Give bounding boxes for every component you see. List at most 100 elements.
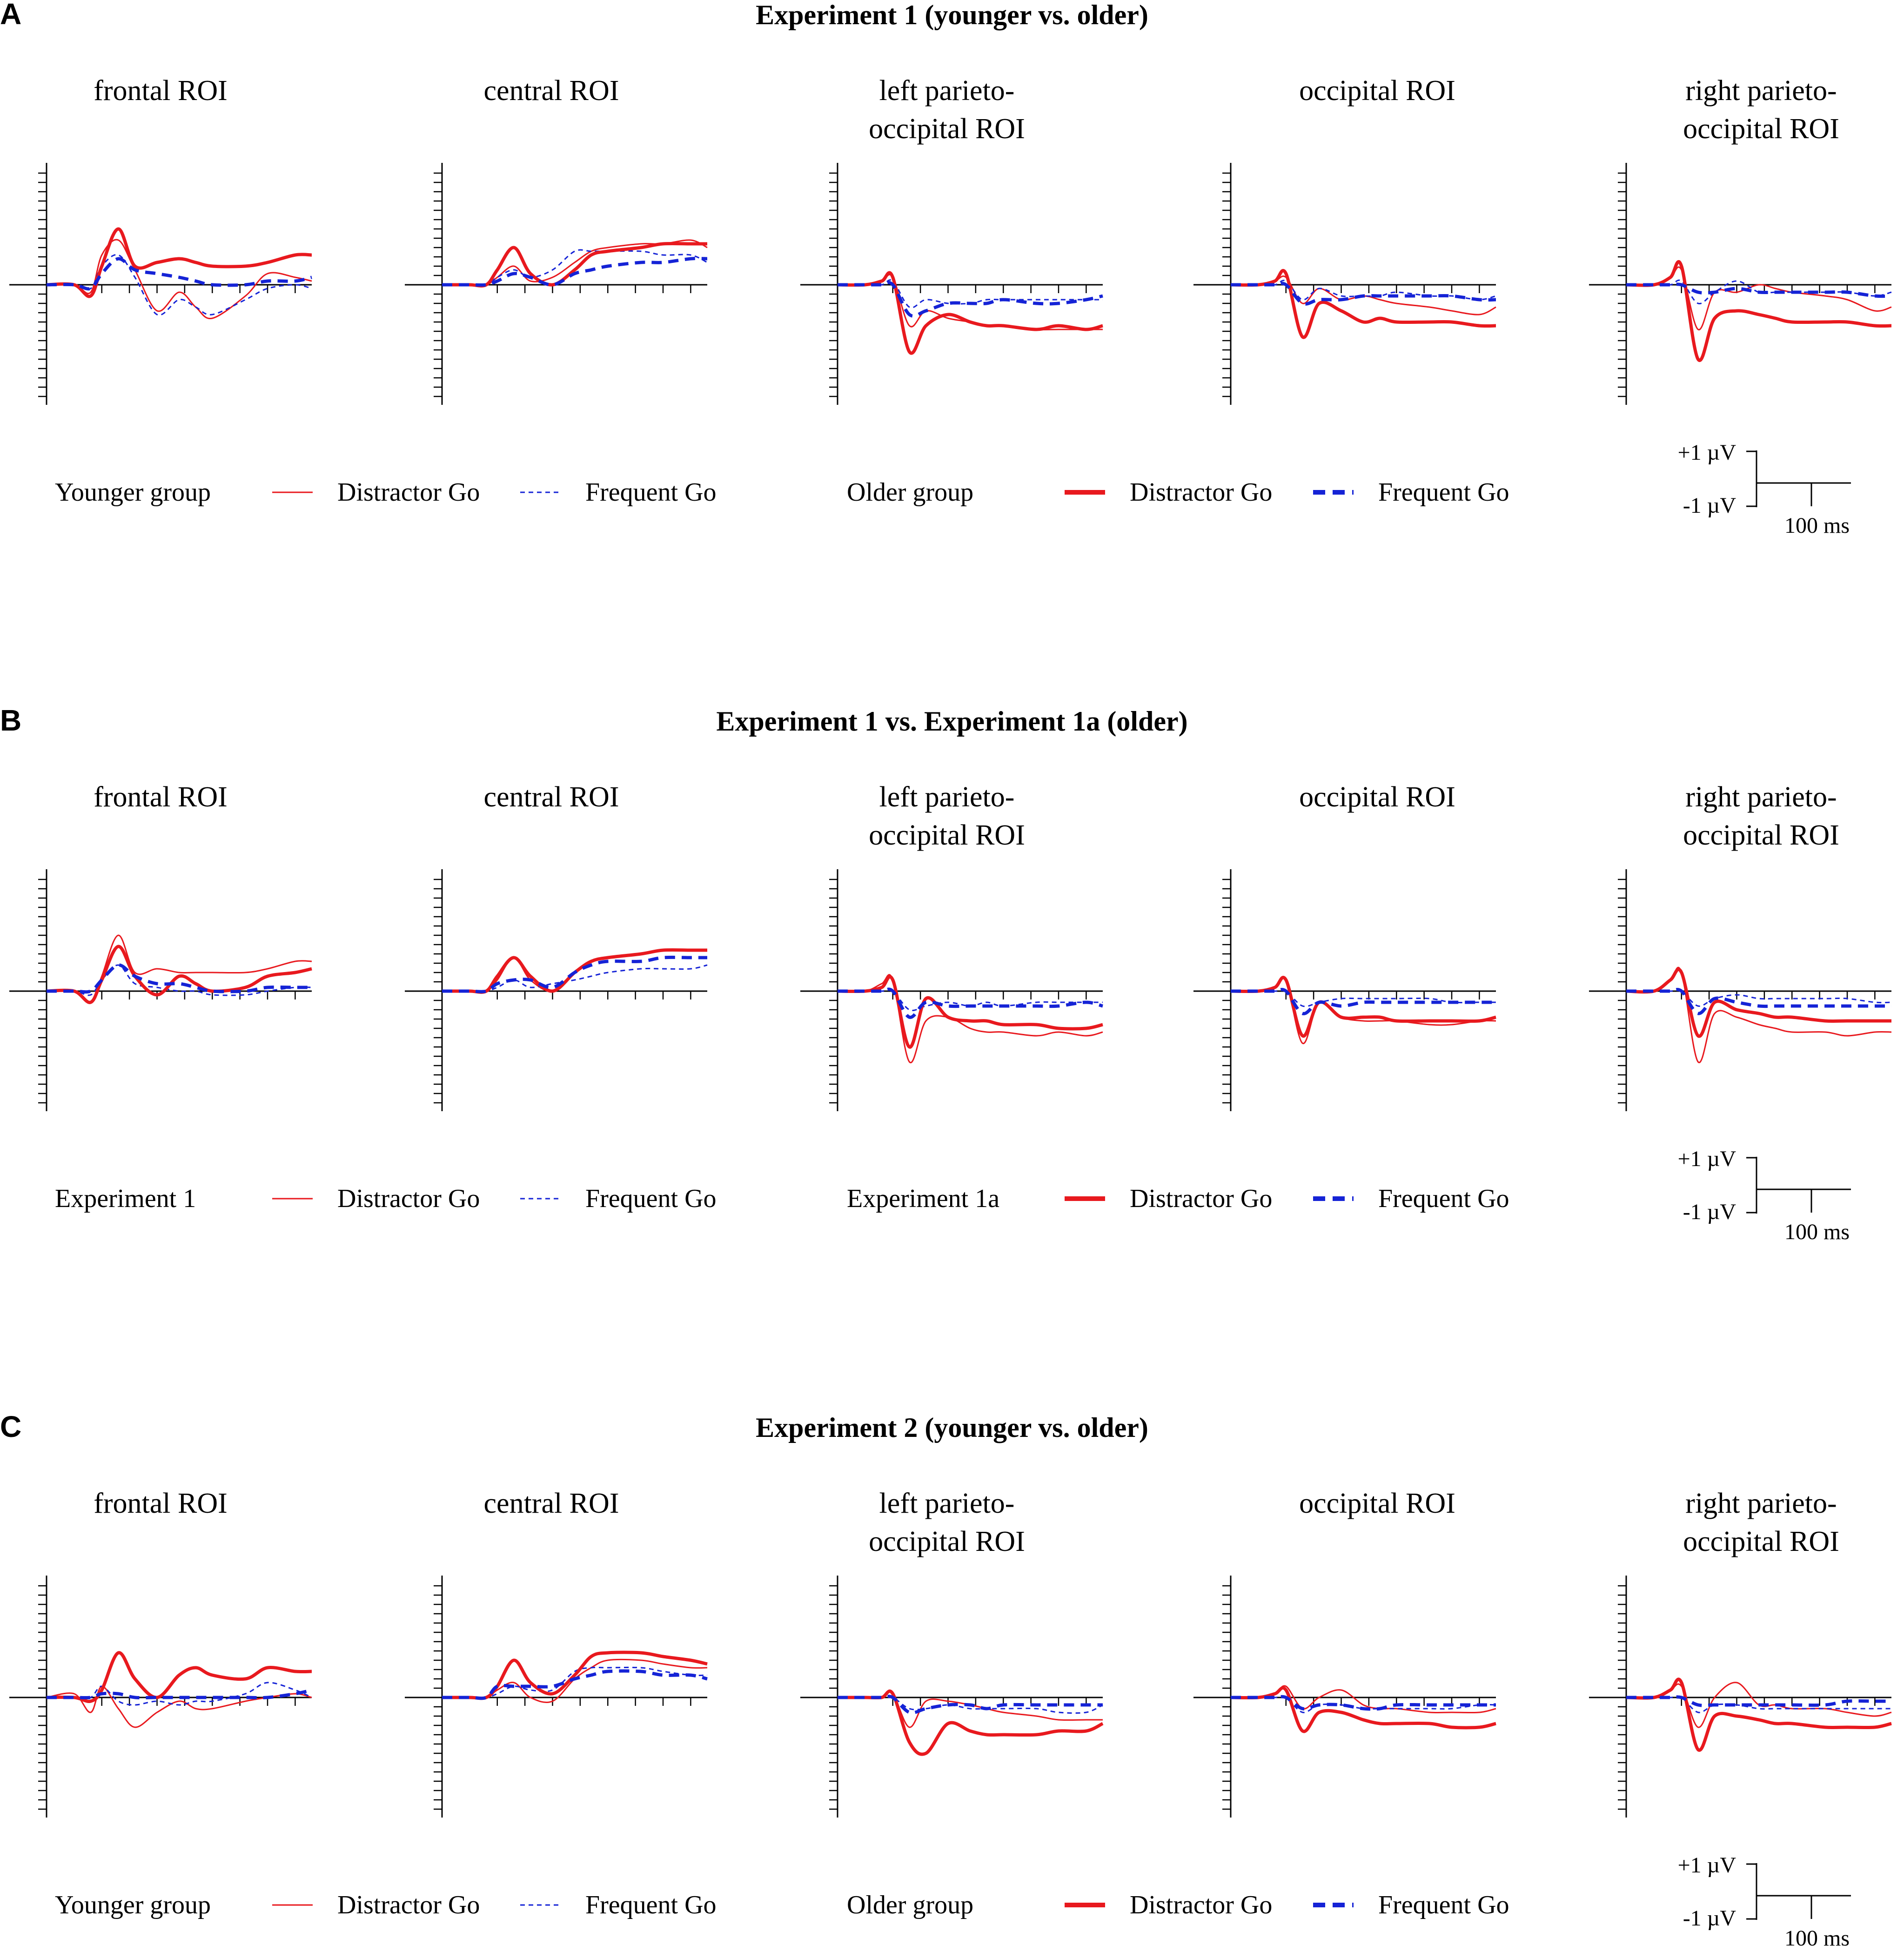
- legend-group-label: Experiment 1a: [847, 1184, 999, 1213]
- panel-title: Experiment 2 (younger vs. older): [756, 1412, 1148, 1443]
- series-line: [442, 239, 708, 286]
- roi-plot: occipital ROI: [1193, 1488, 1496, 1818]
- legend: Experiment 1 Distractor Go Frequent Go Expe…: [55, 1184, 1509, 1213]
- roi-title: right parieto-: [1685, 781, 1837, 813]
- series-line: [838, 1695, 1103, 1715]
- roi-plot: left parieto-occipital ROI: [800, 781, 1103, 1111]
- series-line: [46, 945, 312, 1004]
- series-line: [1231, 1695, 1496, 1711]
- legend-distractor-label: Distractor Go: [1130, 478, 1272, 507]
- roi-plot: left parieto-occipital ROI: [800, 1488, 1104, 1818]
- scale-bar: +1 µV -1 µV 100 ms: [1678, 440, 1851, 538]
- series-line: [837, 975, 1103, 1049]
- series-line: [1626, 266, 1892, 330]
- series-line: [442, 948, 707, 994]
- roi-plot: central ROI: [405, 781, 708, 1111]
- roi-title: occipital ROI: [1683, 819, 1839, 851]
- legend-group-label: Older group: [847, 478, 973, 507]
- roi-title: frontal ROI: [94, 75, 228, 107]
- roi-title: frontal ROI: [94, 1488, 228, 1519]
- roi-title: occipital ROI: [1299, 75, 1455, 107]
- series-line: [47, 1688, 312, 1700]
- series-line: [46, 964, 312, 996]
- roi-title: occipital ROI: [1683, 113, 1839, 145]
- roi-title: central ROI: [484, 75, 619, 107]
- scale-minus-label: -1 µV: [1683, 493, 1736, 518]
- legend-distractor-label: Distractor Go: [337, 1184, 480, 1213]
- legend-frequent-label: Frequent Go: [1378, 478, 1509, 507]
- series-line: [1231, 1696, 1496, 1713]
- scale-bar: +1 µV -1 µV 100 ms: [1678, 1853, 1851, 1951]
- scale-time-label: 100 ms: [1784, 1926, 1850, 1951]
- panel-letter: A: [0, 0, 21, 31]
- series-line: [47, 963, 312, 994]
- roi-title: left parieto-: [879, 781, 1015, 813]
- series-line: [1626, 1695, 1891, 1707]
- series-line: [1230, 976, 1496, 1038]
- series-line: [1626, 967, 1891, 1038]
- legend-group-label: Older group: [847, 1891, 973, 1919]
- scale-plus-label: +1 µV: [1678, 1853, 1736, 1878]
- series-line: [838, 279, 1103, 309]
- roi-plot: right parieto-occipital ROI: [1589, 75, 1892, 405]
- series-line: [1626, 282, 1892, 298]
- panel-b: B Experiment 1 vs. Experiment 1a (older) f…: [0, 704, 1892, 1244]
- roi-plot: central ROI: [405, 75, 708, 405]
- series-line: [442, 1669, 708, 1700]
- series-line: [1626, 987, 1891, 1015]
- roi-title: occipital ROI: [1683, 1526, 1839, 1557]
- series-line: [442, 1650, 708, 1700]
- series-line: [1626, 260, 1892, 362]
- scale-plus-label: +1 µV: [1678, 440, 1736, 465]
- series-line: [46, 1651, 312, 1703]
- scale-minus-label: -1 µV: [1683, 1200, 1736, 1224]
- roi-plot: frontal ROI: [9, 75, 312, 405]
- series-line: [838, 1689, 1104, 1756]
- series-line: [47, 1682, 312, 1706]
- scale-bar: +1 µV -1 µV 100 ms: [1678, 1147, 1851, 1244]
- roi-title: frontal ROI: [94, 781, 228, 813]
- series-line: [46, 254, 312, 316]
- roi-plot: right parieto-occipital ROI: [1589, 1488, 1892, 1818]
- series-line: [837, 271, 1103, 355]
- series-line: [1626, 1696, 1891, 1713]
- roi-title: occipital ROI: [869, 1526, 1025, 1557]
- roi-title: left parieto-: [879, 75, 1015, 107]
- series-line: [1230, 1686, 1496, 1733]
- roi-title: occipital ROI: [869, 819, 1025, 851]
- roi-plot: frontal ROI: [9, 1488, 312, 1818]
- legend-group-label: Experiment 1: [55, 1184, 196, 1213]
- roi-plot: occipital ROI: [1193, 75, 1496, 405]
- legend-distractor-label: Distractor Go: [337, 478, 480, 507]
- roi-title: central ROI: [484, 781, 619, 813]
- series-line: [1626, 1677, 1892, 1752]
- scale-plus-label: +1 µV: [1678, 1147, 1736, 1171]
- roi-title: occipital ROI: [869, 113, 1025, 145]
- series-line: [46, 239, 312, 319]
- panel-a: A Experiment 1 (younger vs. older) frontal…: [0, 0, 1892, 538]
- panel-title: Experiment 1 vs. Experiment 1a (older): [716, 706, 1187, 737]
- panel-c: C Experiment 2 (younger vs. older) frontal…: [0, 1410, 1892, 1951]
- legend-frequent-label: Frequent Go: [585, 1184, 717, 1213]
- series-line: [46, 1685, 312, 1728]
- roi-plot: frontal ROI: [9, 781, 312, 1111]
- series-line: [442, 964, 708, 993]
- series-line: [442, 1658, 708, 1704]
- legend-distractor-label: Distractor Go: [1130, 1891, 1272, 1919]
- roi-title: left parieto-: [879, 1488, 1015, 1519]
- legend-frequent-label: Frequent Go: [1378, 1184, 1509, 1213]
- panel-title: Experiment 1 (younger vs. older): [756, 0, 1148, 30]
- series-line: [1230, 976, 1496, 1044]
- panel-letter: C: [0, 1410, 21, 1443]
- series-line: [442, 1666, 708, 1699]
- series-line: [1626, 279, 1892, 304]
- legend-frequent-label: Frequent Go: [1378, 1891, 1509, 1919]
- scale-minus-label: -1 µV: [1683, 1906, 1736, 1931]
- legend-distractor-label: Distractor Go: [337, 1891, 480, 1919]
- roi-title: central ROI: [484, 1488, 619, 1519]
- series-line: [1230, 268, 1496, 339]
- series-line: [442, 256, 708, 287]
- roi-plot: left parieto-occipital ROI: [800, 75, 1103, 405]
- series-line: [46, 257, 312, 291]
- panel-letter: B: [0, 704, 21, 737]
